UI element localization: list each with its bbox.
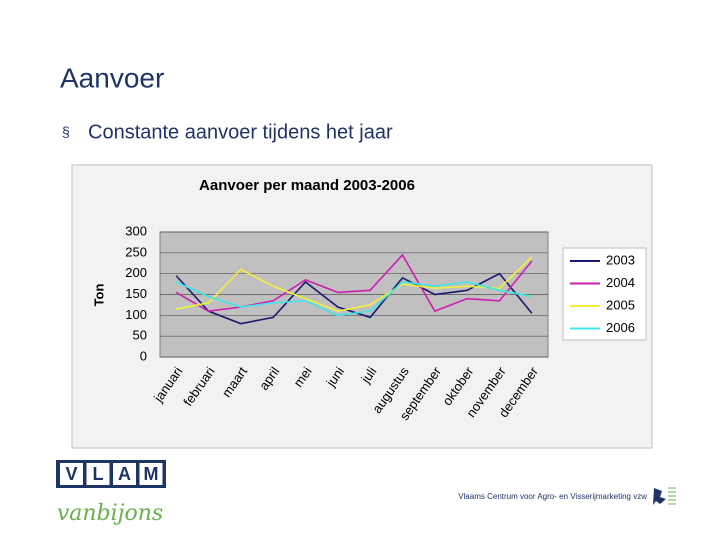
y-tick-label: 200	[125, 265, 147, 280]
legend-label: 2005	[606, 297, 635, 312]
y-axis-label: Ton	[91, 284, 106, 307]
y-tick-label: 50	[133, 328, 147, 343]
chart-title: Aanvoer per maand 2003-2006	[199, 177, 415, 194]
y-tick-label: 300	[125, 223, 147, 238]
logo-letter-box	[86, 463, 110, 485]
logo-letter-box	[139, 463, 163, 485]
logo-letter: A	[118, 464, 131, 484]
logo-letter-box	[113, 463, 136, 485]
y-tick-label: 250	[125, 244, 147, 259]
y-tick-label: 0	[140, 348, 147, 363]
footer-text: Vlaams Centrum voor Agro- en Visserijmar…	[458, 492, 647, 501]
series-line	[175, 281, 532, 317]
legend-label: 2003	[606, 252, 635, 267]
y-tick-label: 100	[125, 307, 147, 322]
legend-box	[562, 247, 647, 341]
legend-label: 2004	[606, 275, 635, 290]
logo-tagline: vanbijons	[57, 501, 163, 526]
logo-letter: L	[93, 464, 104, 484]
logo-letter: M	[144, 464, 159, 484]
series-line	[175, 253, 533, 313]
series-line	[176, 256, 533, 312]
slide-title: Aanvoer	[60, 62, 164, 93]
series-line	[175, 272, 533, 325]
bullet-marker: §	[62, 124, 70, 140]
logo-letter-box	[60, 463, 83, 485]
y-tick-label: 150	[125, 286, 147, 301]
legend-label: 2006	[606, 320, 635, 335]
bullet-text: Constante aanvoer tijdens het jaar	[88, 121, 393, 143]
footer-emblem	[653, 487, 676, 505]
logo-letter: V	[65, 464, 77, 484]
